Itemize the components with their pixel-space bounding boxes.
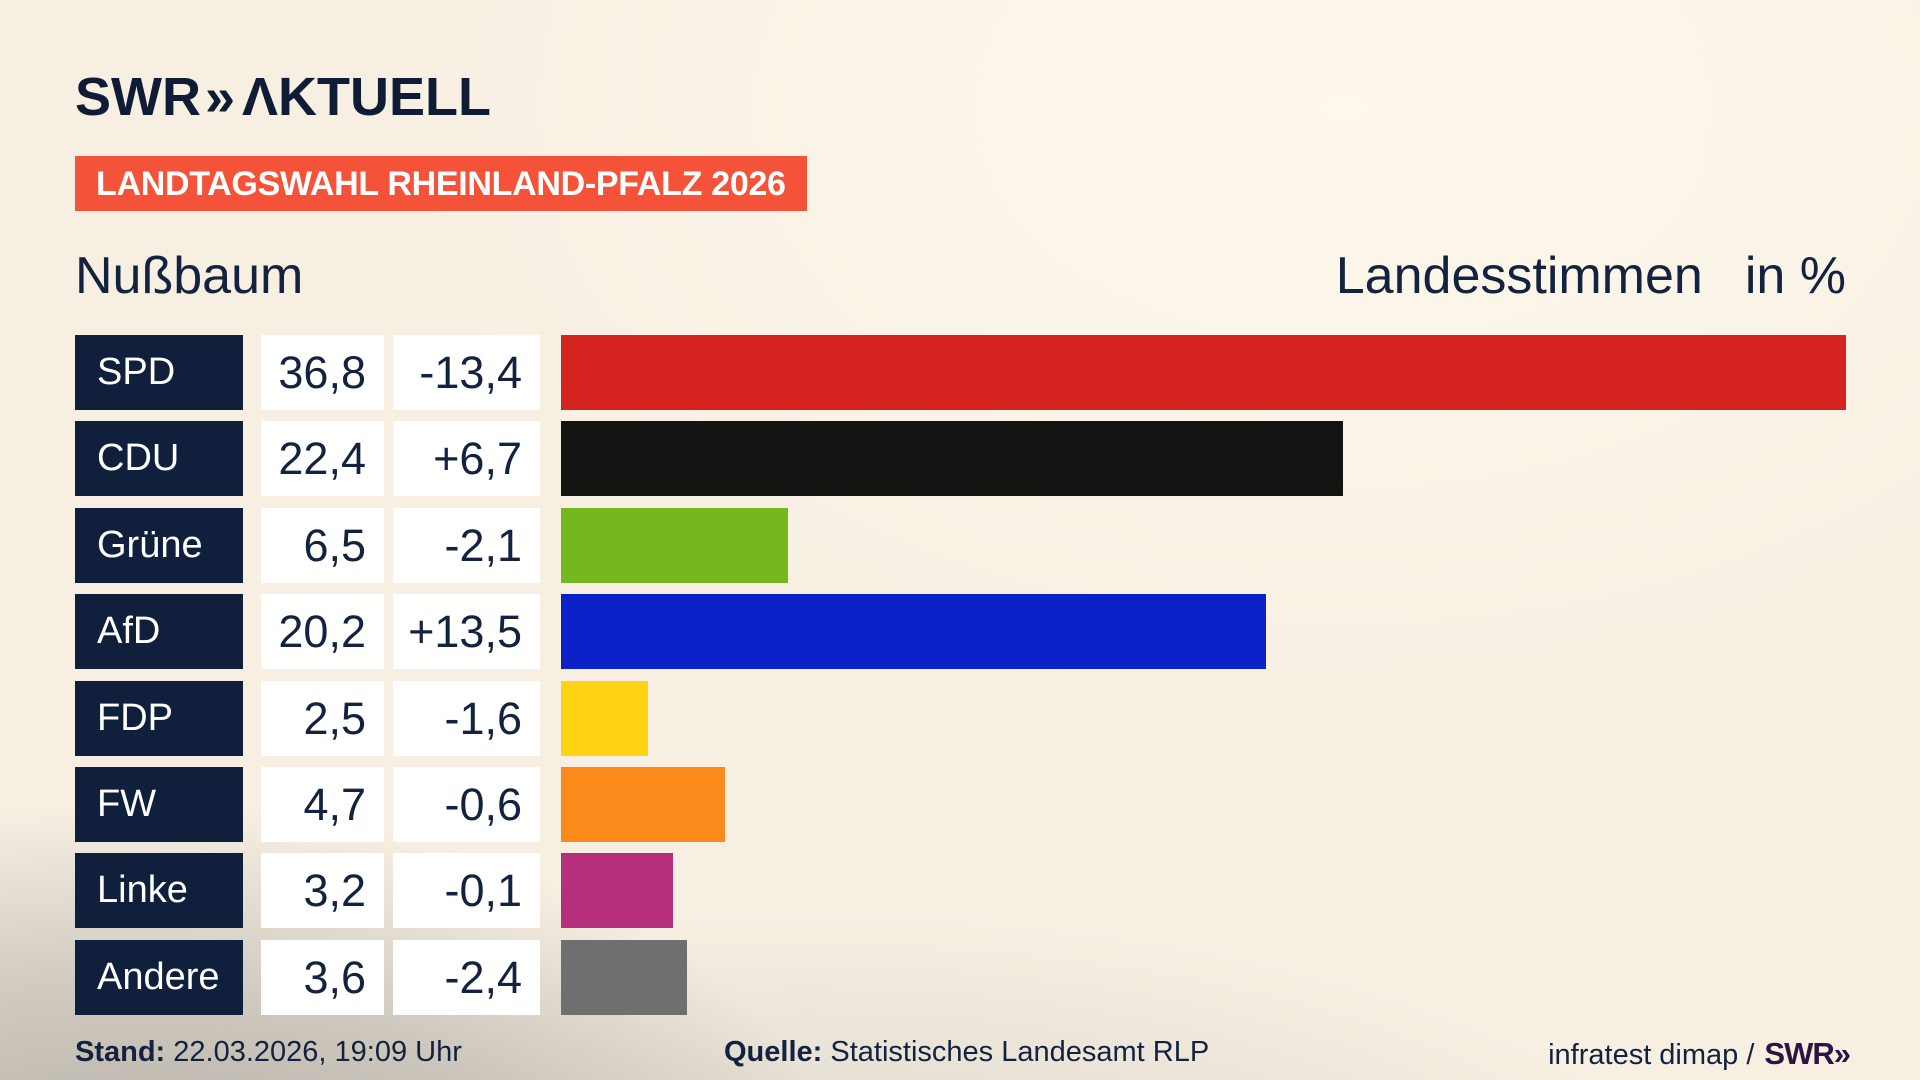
party-name-box: Linke [75, 853, 243, 929]
party-name-box: FDP [75, 680, 243, 756]
stand-value: 22.03.2026, 19:09 Uhr [173, 1036, 462, 1068]
stand-label: Stand: [75, 1036, 166, 1068]
credit-text: infratest dimap / [1548, 1039, 1755, 1071]
party-change-box: -13,4 [393, 335, 540, 410]
party-result-bar [561, 507, 788, 583]
party-value-box: 3,2 [261, 853, 384, 929]
stand-timestamp: Stand: 22.03.2026, 19:09 Uhr [75, 1036, 462, 1069]
party-result-bar [561, 335, 1846, 410]
party-row: AfD 20,2 +13,5 [75, 594, 1875, 670]
vote-type-label: Landesstimmen [1335, 247, 1703, 305]
party-value-box: 3,6 [261, 939, 384, 1015]
party-row: FDP 2,5 -1,6 [75, 680, 1875, 756]
party-result-bar [561, 594, 1266, 670]
party-name-box: AfD [75, 594, 243, 670]
party-change-box: -2,1 [393, 507, 540, 583]
swr-logo-text: SWR [75, 67, 201, 127]
party-change-box: -0,1 [393, 853, 540, 929]
municipality-title: Nußbaum [75, 247, 304, 305]
party-result-bar [561, 680, 648, 756]
party-change-box: -0,6 [393, 766, 540, 842]
party-value-box: 20,2 [261, 594, 384, 670]
party-value-box: 6,5 [261, 507, 384, 583]
party-result-bar [561, 939, 687, 1015]
source-note: Quelle: Statistisches Landesamt RLP [724, 1036, 1209, 1069]
party-result-bar [561, 421, 1343, 497]
party-change-box: +13,5 [393, 594, 540, 670]
party-row: FW 4,7 -0,6 [75, 766, 1875, 842]
swr-aktuell-logo: SWR» ΛKTUELL [75, 66, 491, 128]
headline-row: Nußbaum Landesstimmen in % [75, 244, 1846, 308]
results-bar-chart: SPD 36,8 -13,4 CDU 22,4 +6,7 Grüne 6,5 -… [75, 335, 1875, 1015]
party-result-bar [561, 766, 725, 842]
party-value-box: 36,8 [261, 335, 384, 410]
double-chevron-icon: » [204, 67, 235, 127]
party-value-box: 4,7 [261, 766, 384, 842]
party-name-box: CDU [75, 421, 243, 497]
credit-note: infratest dimap / SWR» [1548, 1036, 1851, 1072]
party-value-box: 22,4 [261, 421, 384, 497]
party-row: Grüne 6,5 -2,1 [75, 507, 1875, 583]
party-value-box: 2,5 [261, 680, 384, 756]
quelle-value: Statistisches Landesamt RLP [830, 1036, 1210, 1068]
chart-title: Landesstimmen in % [1336, 244, 1846, 308]
unit-label: in % [1744, 247, 1846, 305]
party-change-box: +6,7 [393, 421, 540, 497]
party-change-box: -1,6 [393, 680, 540, 756]
party-name-box: SPD [75, 335, 243, 410]
party-row: SPD 36,8 -13,4 [75, 335, 1875, 410]
aktuell-logo-text: ΛKTUELL [242, 67, 492, 127]
party-row: CDU 22,4 +6,7 [75, 421, 1875, 497]
party-name-box: Grüne [75, 507, 243, 583]
party-name-box: FW [75, 766, 243, 842]
party-row: Linke 3,2 -0,1 [75, 853, 1875, 929]
party-change-box: -2,4 [393, 939, 540, 1015]
quelle-label: Quelle: [724, 1036, 823, 1068]
election-banner: LANDTAGSWAHL RHEINLAND-PFALZ 2026 [75, 156, 807, 211]
swr-footer-logo: SWR» [1764, 1036, 1851, 1071]
party-name-box: Andere [75, 939, 243, 1015]
party-result-bar [561, 853, 673, 929]
party-row: Andere 3,6 -2,4 [75, 939, 1875, 1015]
